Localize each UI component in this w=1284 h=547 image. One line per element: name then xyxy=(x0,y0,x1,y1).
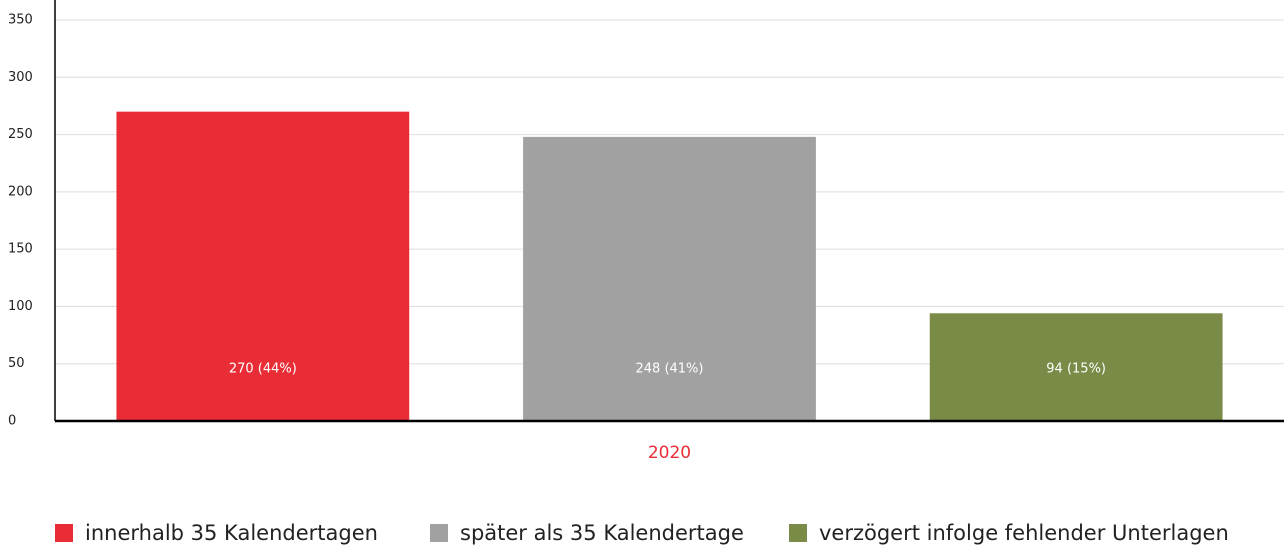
bar xyxy=(929,313,1223,421)
bar xyxy=(116,111,410,422)
y-tick-label: 300 xyxy=(8,70,33,85)
legend-label: verzögert infolge fehlender Unterlagen xyxy=(819,521,1229,545)
value-label: 248 (41%) xyxy=(636,362,704,377)
y-tick-label: 200 xyxy=(8,184,33,199)
legend-swatch xyxy=(55,524,73,542)
legend-swatch xyxy=(430,524,448,542)
x-tick-label: 2020 xyxy=(648,443,691,463)
y-tick-label: 100 xyxy=(8,299,33,314)
y-tick-label: 50 xyxy=(8,356,25,371)
legend-swatch xyxy=(789,524,807,542)
value-label: 270 (44%) xyxy=(229,362,297,377)
value-label: 94 (15%) xyxy=(1046,362,1106,377)
bar xyxy=(523,136,816,421)
y-tick-label: 0 xyxy=(8,414,16,429)
y-tick-label: 250 xyxy=(8,127,33,142)
y-tick-label: 150 xyxy=(8,242,33,257)
legend-label: innerhalb 35 Kalendertagen xyxy=(85,521,378,545)
legend-label: später als 35 Kalendertage xyxy=(460,521,744,545)
y-tick-label: 350 xyxy=(8,13,33,28)
